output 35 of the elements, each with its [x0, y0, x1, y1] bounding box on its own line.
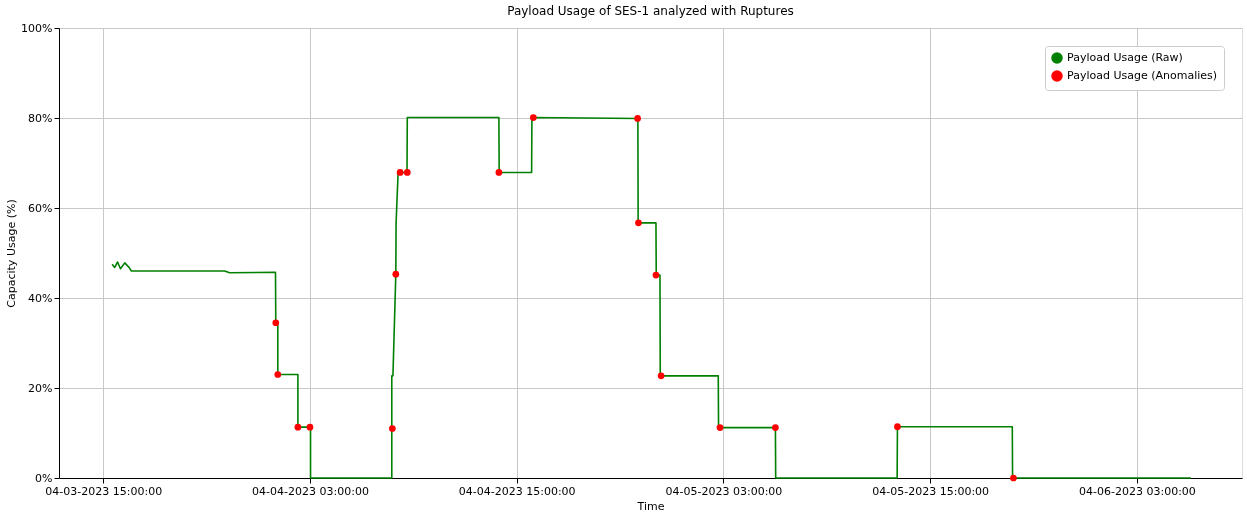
chart-title: Payload Usage of SES-1 analyzed with Ruptures: [507, 4, 794, 18]
y-tick-label: 60%: [28, 201, 53, 215]
point: [306, 423, 314, 431]
point: [403, 169, 411, 176]
x-tick-label: 04-05-2023 15:00:00: [872, 484, 990, 498]
x-tick-label: 04-04-2023 03:00:00: [252, 484, 369, 498]
point: [392, 270, 400, 278]
point: [716, 424, 724, 431]
y-tick-label: 0%: [35, 471, 53, 485]
point: [657, 372, 665, 380]
x-tick-label: 04-06-2023 03:00:00: [1078, 484, 1196, 498]
point: [272, 319, 280, 327]
point: [529, 114, 537, 121]
y-axis-title: Capacity Usage (%): [5, 199, 19, 308]
point: [396, 169, 404, 176]
x-tick-label: 04-03-2023 15:00:00: [45, 484, 163, 498]
point: [389, 425, 396, 432]
point: [294, 423, 302, 431]
x-tick-label: 04-04-2023 15:00:00: [458, 484, 576, 498]
legend-label: Payload Usage (Anomalies): [1067, 69, 1218, 82]
point: [652, 271, 660, 279]
legend-label: Payload Usage (Raw): [1067, 51, 1183, 64]
point: [495, 169, 503, 176]
x-axis-title: Time: [636, 499, 665, 513]
y-tick-label: 40%: [28, 291, 53, 305]
y-tick-label: 100%: [21, 21, 53, 35]
x-tick-label: 04-05-2023 03:00:00: [665, 484, 783, 498]
y-tick-label: 20%: [28, 381, 53, 395]
point: [634, 115, 641, 122]
point: [772, 424, 779, 431]
point: [274, 371, 282, 378]
point: [635, 219, 642, 227]
y-tick-label: 80%: [28, 111, 53, 125]
point: [1010, 474, 1017, 482]
point: [894, 423, 901, 431]
